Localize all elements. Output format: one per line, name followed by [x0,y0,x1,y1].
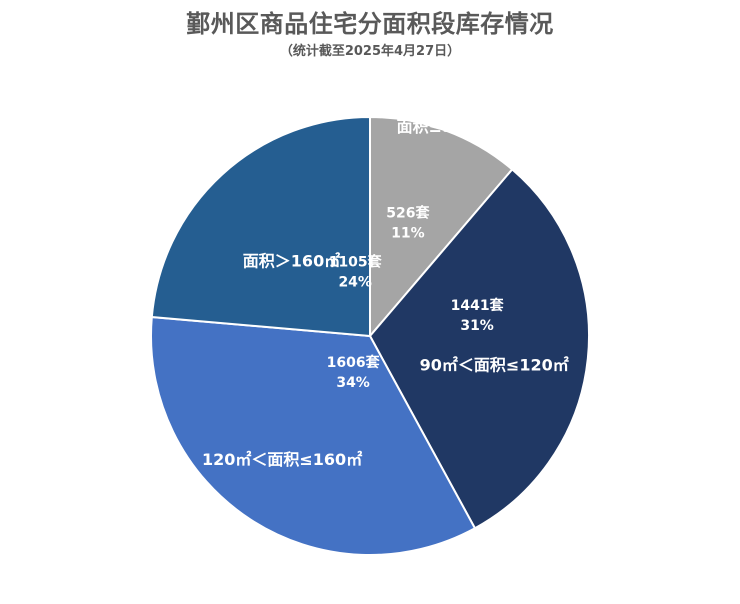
pie-slice-2 [368,168,590,530]
pie-slices [150,115,590,557]
pie-slice-4 [150,115,371,338]
slice-count-label: 1441套 [451,297,504,314]
pie-slice-1 [369,115,514,339]
slice-count-label: 1606套 [327,354,380,371]
slice-percent-label: 11% [391,225,425,241]
slice-category-label: 120㎡＜面积≤160㎡ [202,450,362,469]
slice-category-label: 90㎡＜面积≤120㎡ [420,356,569,375]
slice-category-label: 面积≤90㎡ [397,117,481,136]
chart-title: 鄞州区商品住宅分面积段库存情况 [186,10,554,38]
slice-count-label: 1105套 [329,254,382,271]
slice-count-label: 526套 [386,204,429,221]
pie-labels: 526套 11% 面积≤90㎡ 1441套 31% 90㎡＜面积≤120㎡ 1606套 34%… [202,117,569,469]
chart-subtitle: （统计截至2025年4月27日） [279,44,461,59]
slice-percent-label: 34% [336,375,370,391]
slice-percent-label: 24% [338,275,372,291]
slice-category-label: 面积＞160㎡ [243,252,340,271]
pie-slice-3 [150,315,477,557]
slice-percent-label: 31% [460,318,494,334]
